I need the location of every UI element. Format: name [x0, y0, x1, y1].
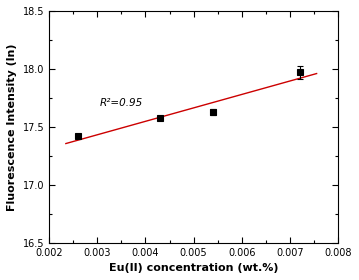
- X-axis label: Eu(II) concentration (wt.%): Eu(II) concentration (wt.%): [109, 263, 278, 273]
- Text: R²=0.95: R²=0.95: [99, 98, 143, 108]
- Y-axis label: Fluorescence Intensity (ln): Fluorescence Intensity (ln): [7, 43, 17, 211]
